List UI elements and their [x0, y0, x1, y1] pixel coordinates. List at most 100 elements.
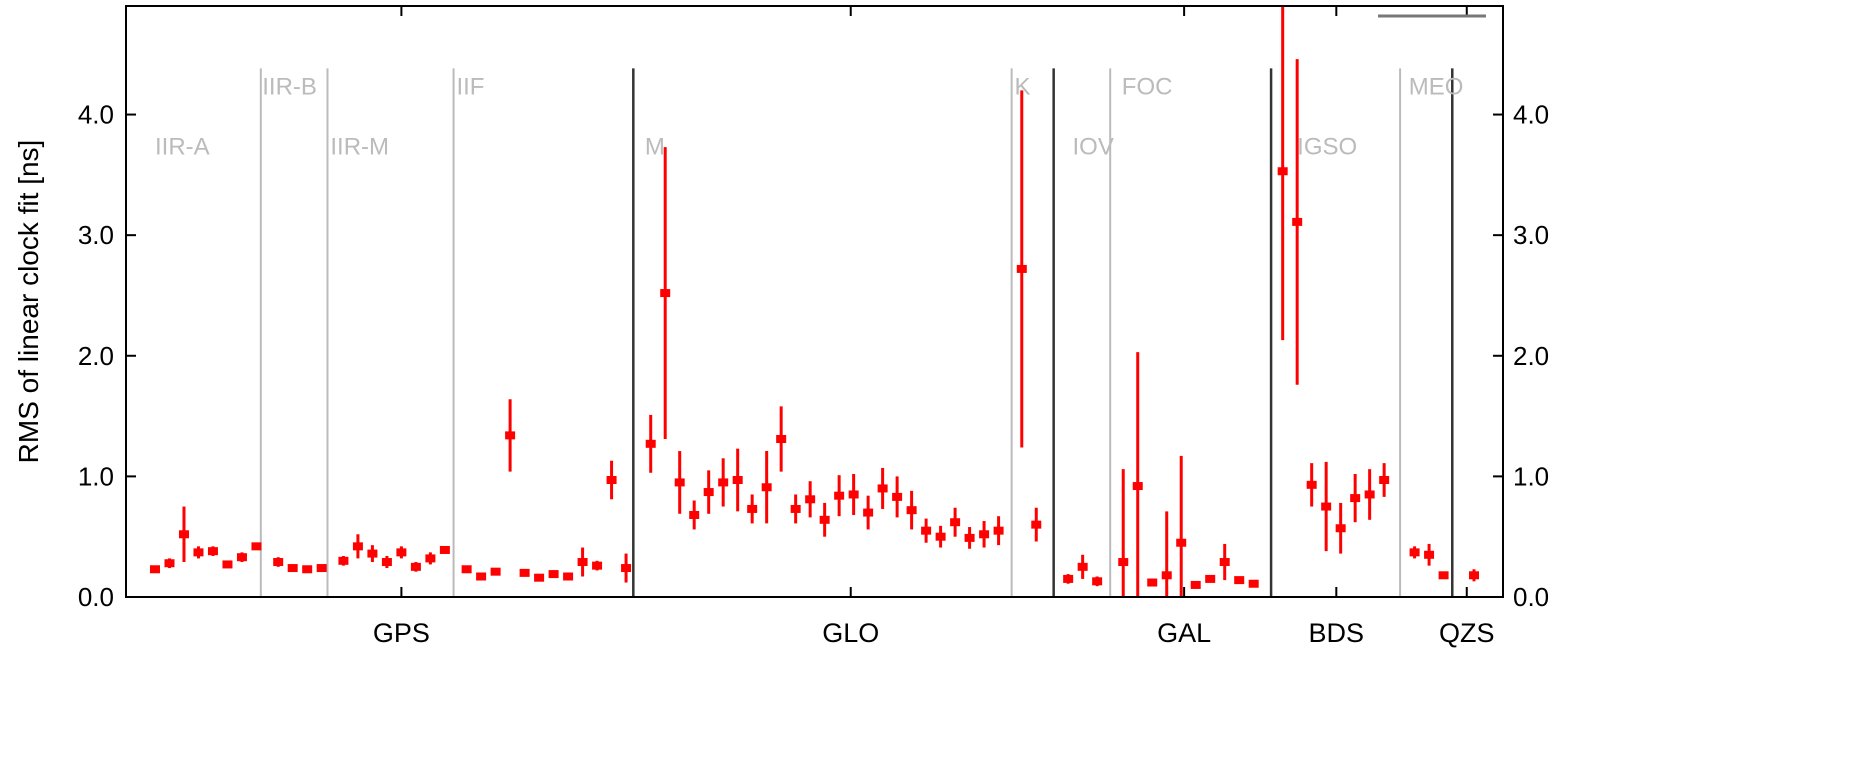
point-marker-1 — [164, 559, 175, 568]
y-tick-label-right-1: 1.0 — [1513, 461, 1549, 491]
point-marker-55 — [979, 530, 990, 539]
point-marker-60 — [1077, 562, 1088, 571]
point-marker-61 — [1092, 577, 1103, 586]
data-point-38 — [732, 448, 743, 512]
point-marker-20 — [461, 565, 472, 574]
point-marker-70 — [1234, 576, 1245, 585]
point-marker-75 — [1321, 502, 1332, 511]
point-marker-73 — [1292, 217, 1303, 226]
point-marker-22 — [490, 567, 501, 576]
point-marker-54 — [964, 533, 975, 542]
block-label-8: IGSO — [1297, 134, 1357, 161]
point-marker-62 — [1118, 558, 1129, 567]
data-point-28 — [577, 547, 588, 577]
data-point-31 — [621, 553, 632, 583]
point-marker-42 — [790, 504, 801, 513]
point-marker-21 — [476, 572, 487, 581]
point-marker-8 — [273, 558, 284, 567]
block-label-2: IIR-M — [330, 134, 389, 161]
y-axis-label: RMS of linear clock fit [ns] — [13, 140, 44, 464]
data-point-76 — [1335, 502, 1346, 554]
data-point-72 — [1277, 6, 1288, 341]
group-label-bds: BDS — [1309, 618, 1365, 648]
point-marker-7 — [251, 542, 262, 551]
point-marker-43 — [805, 495, 816, 504]
point-marker-45 — [834, 491, 845, 500]
data-point-3 — [193, 546, 204, 559]
point-marker-39 — [747, 504, 758, 513]
data-point-80 — [1409, 546, 1420, 559]
data-point-65 — [1161, 511, 1172, 597]
point-marker-25 — [534, 573, 545, 582]
point-marker-76 — [1335, 524, 1346, 533]
point-marker-28 — [577, 558, 588, 567]
data-point-1 — [164, 558, 175, 569]
data-point-4 — [207, 546, 218, 556]
data-point-25 — [534, 573, 545, 582]
point-marker-10 — [302, 565, 313, 574]
point-marker-56 — [993, 526, 1004, 535]
block-label-4: M — [645, 134, 665, 161]
data-point-69 — [1219, 543, 1230, 581]
block-label-1: IIR-B — [262, 73, 317, 100]
data-point-32 — [645, 414, 656, 473]
data-point-24 — [519, 568, 530, 577]
data-point-13 — [352, 534, 363, 559]
point-marker-38 — [732, 476, 743, 485]
data-point-23 — [505, 399, 516, 472]
point-marker-16 — [396, 548, 407, 557]
data-point-47 — [863, 495, 874, 530]
point-marker-67 — [1190, 580, 1201, 589]
data-point-14 — [367, 545, 378, 563]
data-point-63 — [1132, 352, 1143, 597]
block-label-9: MEO — [1409, 73, 1464, 100]
data-point-52 — [935, 525, 946, 548]
point-marker-79 — [1379, 476, 1390, 485]
point-marker-24 — [519, 568, 530, 577]
group-label-glo: GLO — [822, 618, 879, 648]
point-marker-14 — [367, 549, 378, 558]
point-marker-64 — [1147, 578, 1158, 587]
point-marker-33 — [660, 289, 671, 298]
block-label-7: FOC — [1122, 73, 1173, 100]
data-point-43 — [805, 481, 816, 518]
data-point-0 — [149, 565, 160, 574]
block-label-3: IIF — [456, 73, 484, 100]
data-point-9 — [287, 564, 298, 573]
data-point-39 — [747, 494, 758, 524]
point-marker-4 — [207, 547, 218, 556]
data-point-21 — [476, 572, 487, 581]
data-point-73 — [1292, 59, 1303, 385]
data-point-62 — [1118, 469, 1129, 597]
data-point-77 — [1350, 473, 1361, 523]
y-tick-label-left-2: 2.0 — [78, 341, 114, 371]
point-marker-53 — [950, 518, 961, 527]
point-marker-63 — [1132, 482, 1143, 491]
data-point-33 — [660, 147, 671, 439]
point-marker-13 — [352, 542, 363, 551]
point-marker-69 — [1219, 558, 1230, 567]
point-marker-34 — [674, 478, 685, 487]
point-marker-26 — [548, 570, 559, 579]
group-label-qzs: QZS — [1439, 618, 1495, 648]
group-label-gal: GAL — [1157, 618, 1211, 648]
data-point-27 — [563, 572, 574, 581]
point-marker-71 — [1248, 579, 1259, 588]
data-point-40 — [761, 451, 772, 524]
data-point-41 — [776, 406, 787, 472]
plot-frame — [125, 5, 1504, 598]
data-point-12 — [338, 555, 349, 566]
data-point-60 — [1077, 554, 1088, 579]
data-point-37 — [718, 458, 729, 507]
point-marker-58 — [1031, 520, 1042, 529]
data-point-45 — [834, 475, 845, 517]
data-point-34 — [674, 451, 685, 514]
data-point-22 — [490, 567, 501, 576]
data-point-5 — [222, 560, 233, 569]
point-marker-9 — [287, 564, 298, 573]
data-point-64 — [1147, 578, 1158, 587]
point-marker-15 — [381, 558, 392, 567]
y-tick-label-left-3: 3.0 — [78, 220, 114, 250]
